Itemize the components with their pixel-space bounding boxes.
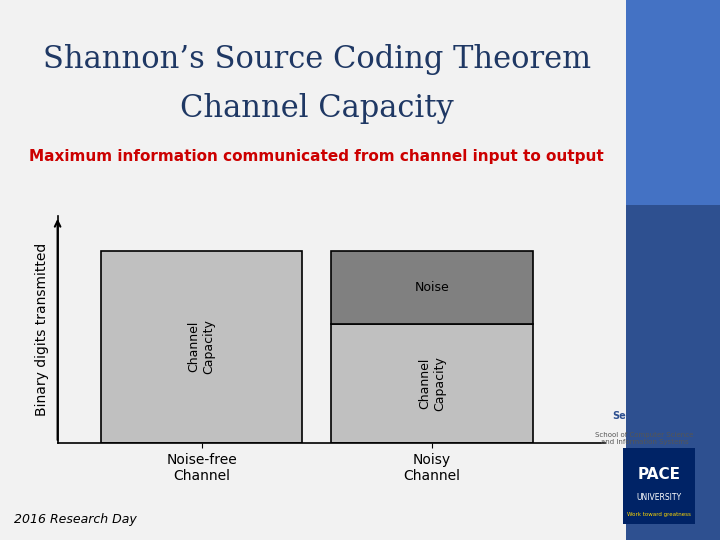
Text: Seidenberg: Seidenberg bbox=[613, 411, 676, 421]
Text: Noise: Noise bbox=[415, 281, 449, 294]
Text: Shannon’s Source Coding Theorem: Shannon’s Source Coding Theorem bbox=[42, 44, 591, 75]
Text: Channel Capacity: Channel Capacity bbox=[180, 92, 454, 124]
Y-axis label: Binary digits transmitted: Binary digits transmitted bbox=[35, 243, 49, 416]
Text: 2016 Research Day: 2016 Research Day bbox=[14, 514, 137, 526]
Text: PACE: PACE bbox=[637, 467, 680, 482]
Bar bbox=[331, 323, 533, 443]
Bar bbox=[101, 251, 302, 443]
Text: UNIVERSITY: UNIVERSITY bbox=[636, 493, 681, 502]
Bar bbox=[331, 251, 533, 323]
Text: Maximum information communicated from channel input to output: Maximum information communicated from ch… bbox=[30, 149, 604, 164]
Text: School of Computer Science
and Information Systems: School of Computer Science and Informati… bbox=[595, 432, 693, 445]
Text: Work toward greatness: Work toward greatness bbox=[627, 512, 690, 517]
Text: Channel
Capacity: Channel Capacity bbox=[418, 356, 446, 410]
Text: Channel
Capacity: Channel Capacity bbox=[188, 319, 215, 374]
